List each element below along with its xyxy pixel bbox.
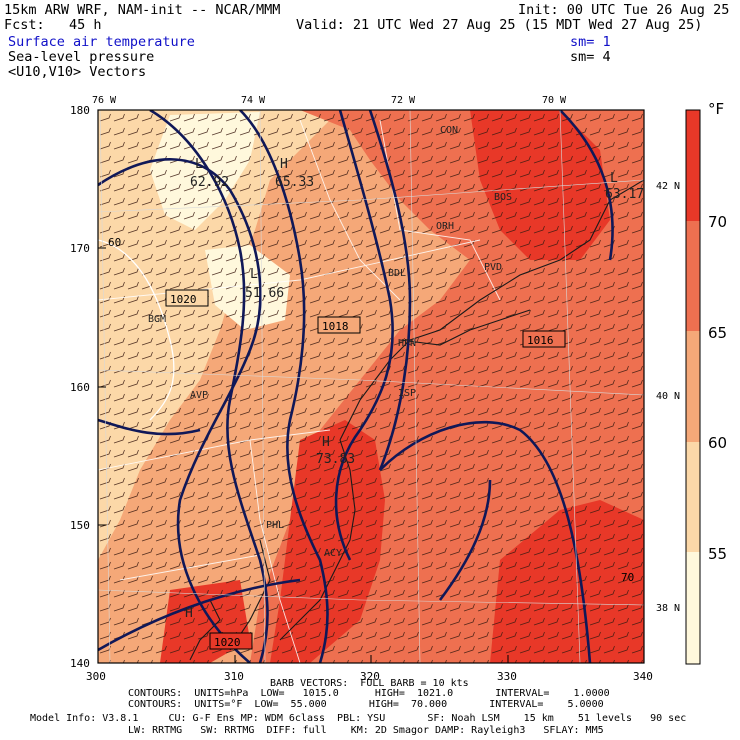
model-info: Model Info: V3.8.1 CU: G-F Ens MP: WDM 6… bbox=[30, 713, 687, 724]
axis-ticks bbox=[97, 109, 645, 664]
colorbar-label: 65 bbox=[708, 324, 728, 342]
lat-label: 42 N bbox=[656, 181, 680, 192]
field-name-temperature: Surface air temperature bbox=[8, 34, 195, 50]
station-label: ORH bbox=[436, 221, 454, 232]
contours-f: CONTOURS: UNITS=°F LOW= 55.000 HIGH= 70.… bbox=[128, 699, 604, 710]
station-labels: BGM AVP ORH BDL PVD HPN ISP PHL ACY BOS … bbox=[148, 125, 512, 559]
coastline bbox=[189, 179, 644, 661]
y-tick-label: 180 bbox=[70, 104, 90, 117]
x-tick-label: 300 bbox=[86, 670, 106, 683]
lat-label: 40 N bbox=[656, 391, 680, 402]
station-label: HPN bbox=[398, 338, 416, 349]
y-tick-label: 160 bbox=[70, 381, 90, 394]
model-info-2: LW: RRTMG SW: RRTMG DIFF: full KM: 2D Sm… bbox=[128, 725, 604, 736]
station-label: BOS bbox=[494, 192, 512, 203]
colorbar-label: 60 bbox=[708, 434, 728, 452]
station-label: ISP bbox=[398, 388, 416, 399]
init-time: Init: 00 UTC Tue 26 Aug 25 bbox=[518, 2, 730, 18]
lon-label: 74 W bbox=[241, 95, 266, 106]
lat-lon-grid bbox=[98, 110, 644, 663]
colorbar-unit: °F bbox=[708, 100, 725, 118]
x-tick-label: 340 bbox=[633, 670, 653, 683]
longitude-labels: 76 W 74 W 72 W 70 W bbox=[92, 95, 567, 106]
low-marker: L bbox=[195, 157, 203, 172]
high-value: 65.33 bbox=[275, 175, 314, 190]
field-sm-temperature: sm= 1 bbox=[570, 34, 611, 50]
high-marker: H bbox=[322, 435, 330, 450]
low-marker: L bbox=[610, 171, 618, 186]
station-label: CON bbox=[440, 125, 458, 136]
isobar-label: 1016 bbox=[527, 334, 554, 347]
low-value: 63.17 bbox=[605, 187, 644, 202]
colorbar-swatch-65 bbox=[686, 331, 700, 442]
isobar-label: 1020 bbox=[214, 636, 241, 649]
station-label: PHL bbox=[266, 520, 284, 531]
model-title: 15km ARW WRF, NAM-init -- NCAR/MMM bbox=[4, 2, 281, 18]
contours-hpa: CONTOURS: UNITS=hPa LOW= 1015.0 HIGH= 10… bbox=[128, 688, 610, 699]
lon-label: 76 W bbox=[92, 95, 117, 106]
colorbar-swatch-55 bbox=[686, 552, 700, 664]
forecast-hour: Fcst: 45 h bbox=[4, 17, 102, 33]
field-name-pressure: Sea-level pressure bbox=[8, 49, 155, 65]
isobar-label: 1020 bbox=[170, 293, 197, 306]
colorbar-swatch-75 bbox=[686, 110, 700, 221]
lat-label: 38 N bbox=[656, 603, 680, 614]
high-marker: H bbox=[185, 606, 193, 621]
isobar-labels: 1020 1018 1016 1020 bbox=[165, 289, 566, 650]
high-marker: H bbox=[280, 157, 288, 172]
field-sm-pressure: sm= 4 bbox=[570, 49, 611, 65]
colorbar-label: 55 bbox=[708, 545, 728, 563]
colorbar-swatch-60 bbox=[686, 442, 700, 552]
y-tick-label: 140 bbox=[70, 657, 90, 670]
colorbar-swatch-70 bbox=[686, 221, 700, 331]
low-marker: L bbox=[250, 267, 258, 282]
low-value: 51.66 bbox=[245, 286, 284, 301]
y-tick-label: 150 bbox=[70, 519, 90, 532]
station-label: PVD bbox=[484, 262, 502, 273]
pressure-centers: L 62.92 H 65.33 L 51.66 H 73.83 L 63.17 … bbox=[185, 157, 644, 621]
low-value: 62.92 bbox=[190, 175, 229, 190]
isobars bbox=[98, 110, 614, 663]
y-tick-labels: 140 150 160 170 180 bbox=[70, 104, 90, 670]
field-name-vectors: <U10,V10> Vectors bbox=[8, 64, 147, 80]
x-tick-label: 320 bbox=[360, 670, 380, 683]
lon-label: 72 W bbox=[391, 95, 416, 106]
temp-contour-label: 60 bbox=[108, 236, 121, 249]
high-value: 73.83 bbox=[316, 452, 355, 467]
x-tick-label: 330 bbox=[497, 670, 517, 683]
barb-info: BARB VECTORS: FULL BARB = 10 kts bbox=[270, 678, 469, 689]
station-label: BDL bbox=[388, 268, 406, 279]
station-label: BGM bbox=[148, 314, 166, 325]
station-label: ACY bbox=[324, 548, 342, 559]
temp-contour-60 bbox=[98, 239, 175, 421]
x-tick-labels: 300 310 320 330 340 bbox=[86, 670, 653, 683]
colorbar-label: 70 bbox=[708, 213, 728, 231]
colorbar bbox=[685, 109, 701, 665]
temperature-field bbox=[98, 110, 644, 663]
station-label: AVP bbox=[190, 390, 208, 401]
valid-time: Valid: 21 UTC Wed 27 Aug 25 (15 MDT Wed … bbox=[296, 17, 703, 33]
x-tick-label: 310 bbox=[224, 670, 244, 683]
isobar-label: 1018 bbox=[322, 320, 349, 333]
y-tick-label: 170 bbox=[70, 242, 90, 255]
lon-label: 70 W bbox=[542, 95, 567, 106]
latitude-labels: 42 N 40 N 38 N bbox=[656, 181, 680, 614]
temp-contour-label: 70 bbox=[621, 571, 634, 584]
